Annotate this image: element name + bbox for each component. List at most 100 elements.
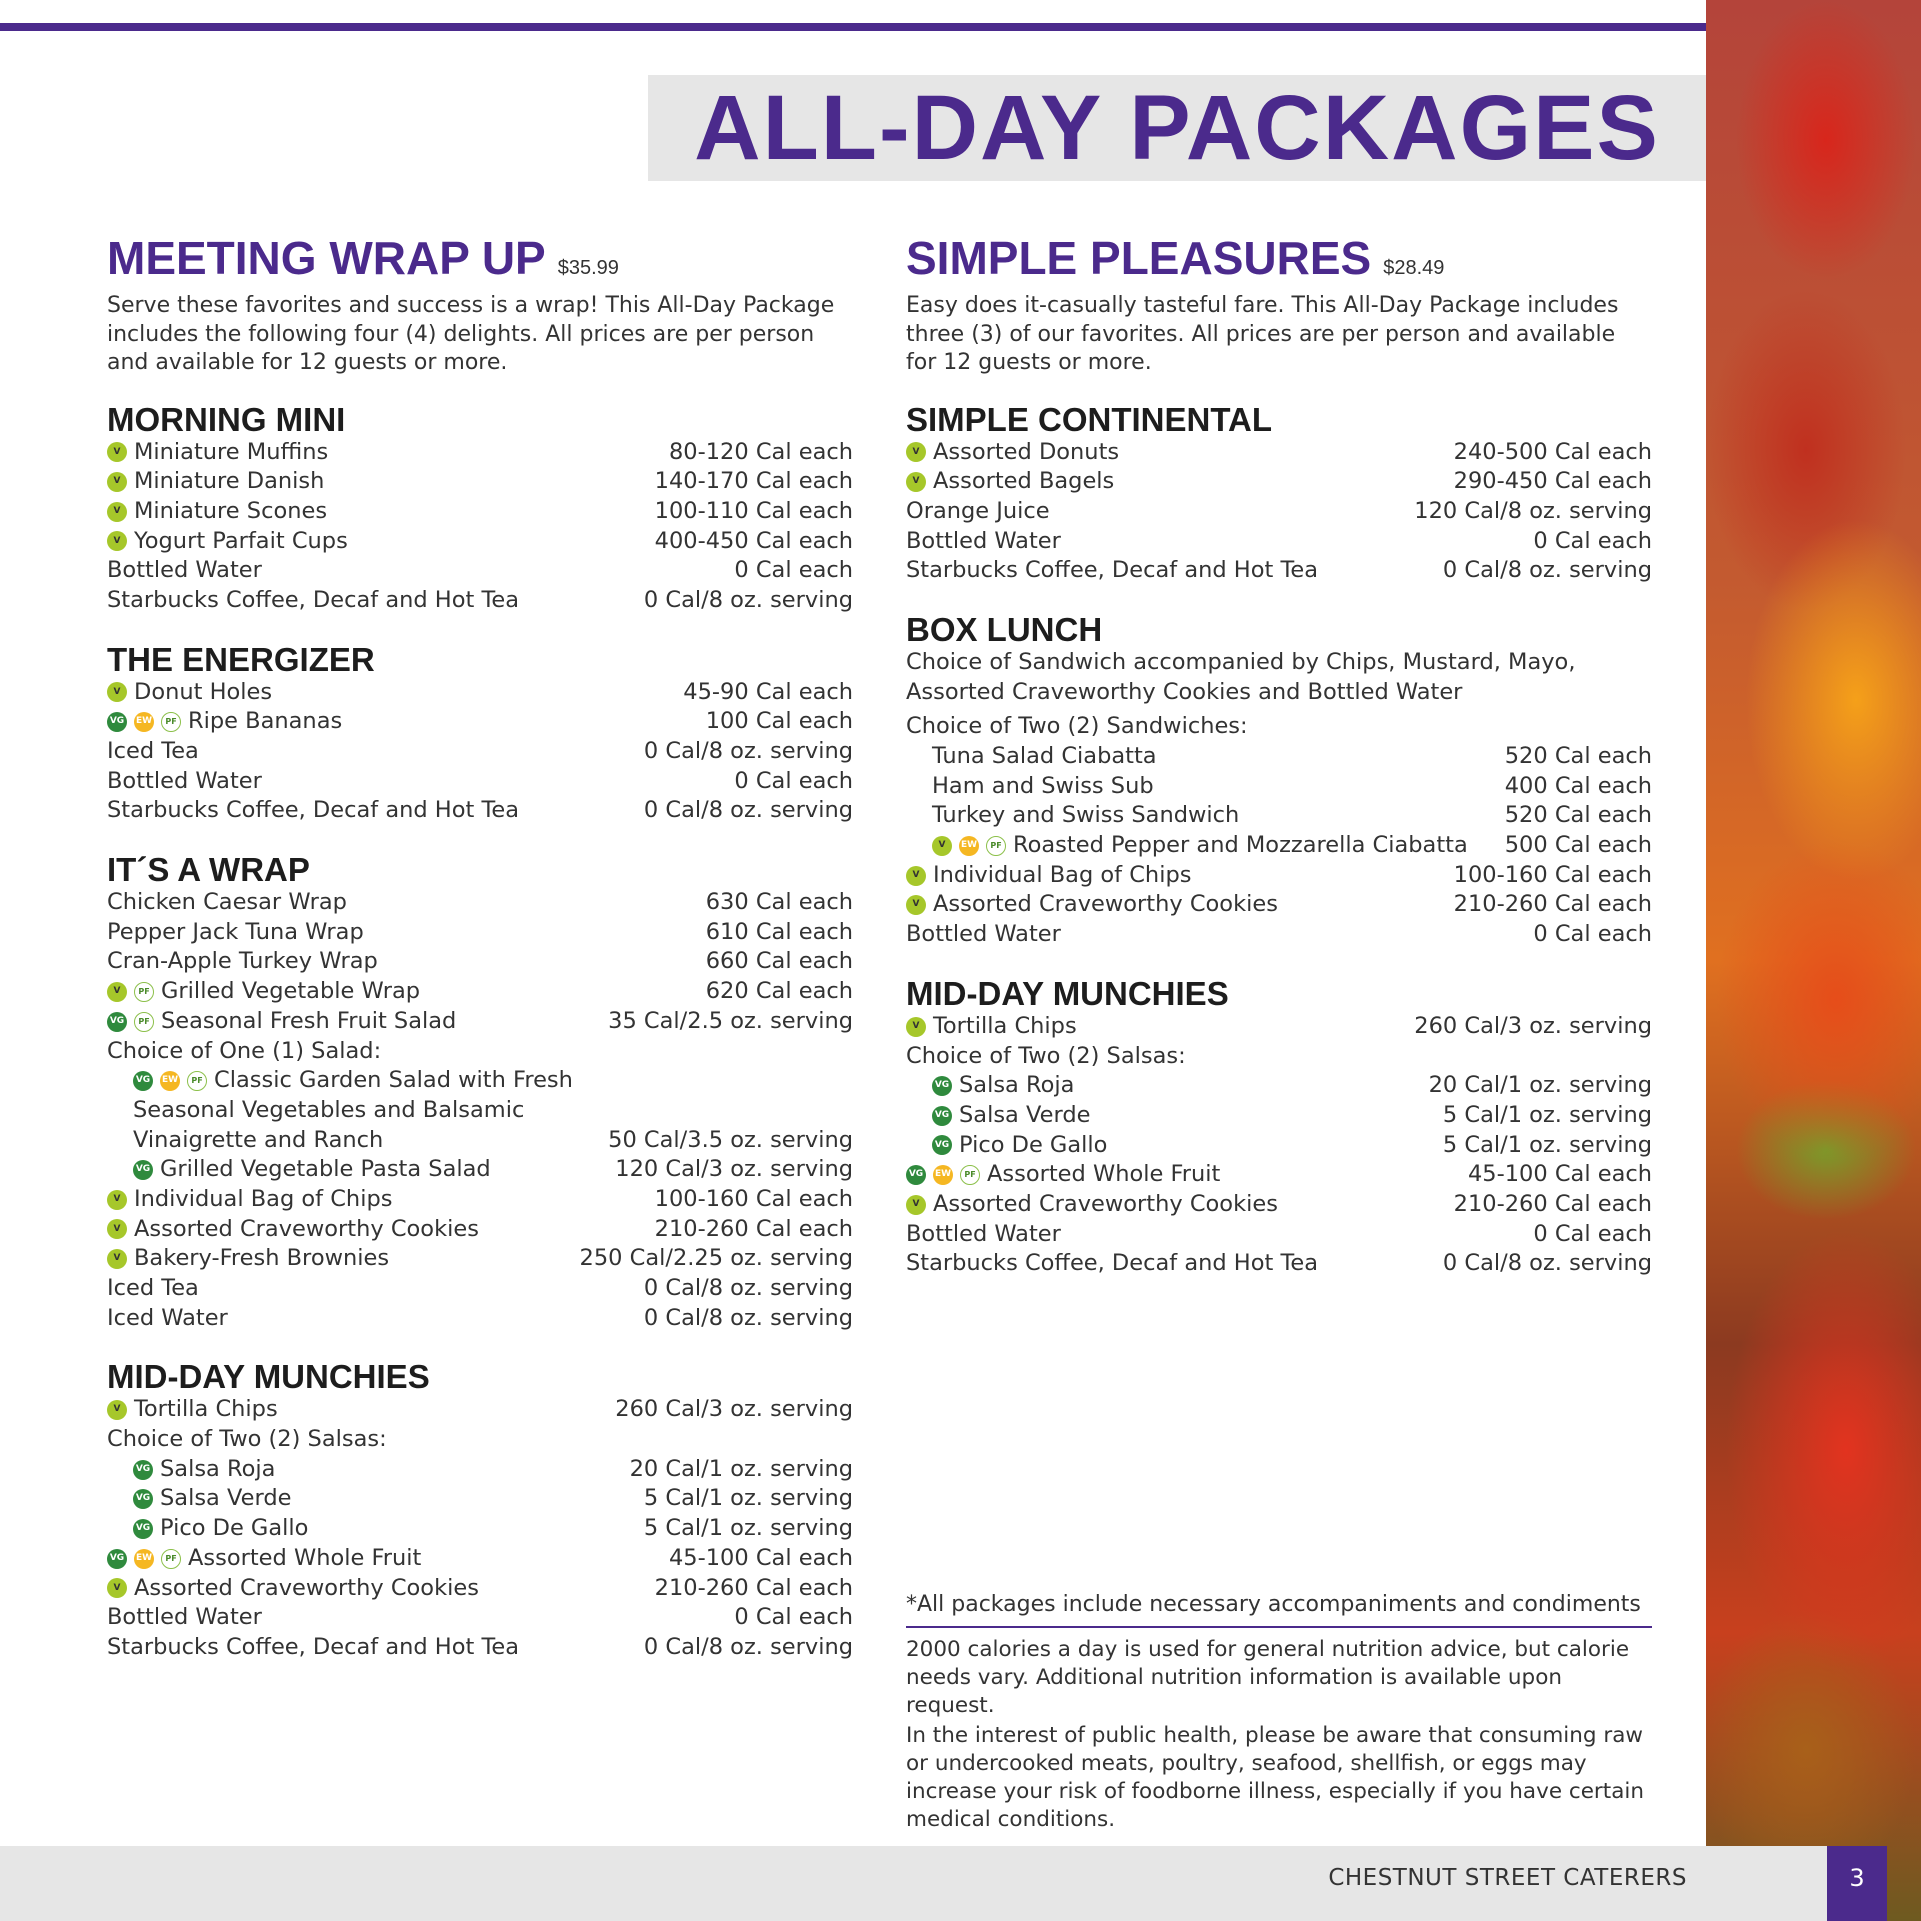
plant-forward-icon: PF <box>161 1548 181 1569</box>
menu-item: VG EW PF Ripe Bananas 100 Cal each <box>107 707 853 737</box>
plant-forward-icon: PF <box>986 835 1006 856</box>
menu-item-calories: 660 Cal each <box>705 948 853 975</box>
vegan-icon: VG <box>133 1489 153 1510</box>
menu-item-name: Assorted Bagels <box>933 468 1115 495</box>
plant-forward-icon: PF <box>134 1011 154 1032</box>
menu-item: VG PF Seasonal Fresh Fruit Salad 35 Cal/2.5… <box>107 1007 853 1037</box>
menu-item-name: Individual Bag of Chips <box>134 1185 393 1212</box>
menu-item-calories: 80-120 Cal each <box>668 438 853 465</box>
package-price: $28.49 <box>1383 257 1445 279</box>
menu-item-name: Individual Bag of Chips <box>933 861 1192 888</box>
menu-item-name-wrap: Iced Tea <box>107 1274 644 1304</box>
menu-item-calories: 260 Cal/3 oz. serving <box>1414 1012 1652 1039</box>
menu-item-calories: 50 Cal/3.5 oz. serving <box>608 1126 853 1153</box>
menu-item-name: Cran-Apple Turkey Wrap <box>107 948 378 975</box>
vegetarian-icon: V <box>107 501 127 522</box>
section-heading: MID-DAY MUNCHIES <box>107 1358 430 1396</box>
menu-item-name-wrap: Choice of One (1) Salad: <box>107 1037 853 1067</box>
menu-item-name: Seasonal Vegetables and Balsamic <box>133 1096 525 1123</box>
menu-item-calories: 100-160 Cal each <box>1453 861 1652 888</box>
menu-item-calories: 0 Cal/8 oz. serving <box>643 586 853 613</box>
menu-item-name: Seasonal Fresh Fruit Salad <box>161 1007 457 1034</box>
menu-item-name: Bottled Water <box>906 1220 1061 1247</box>
menu-item-calories: 5 Cal/1 oz. serving <box>1442 1101 1652 1128</box>
vegetarian-icon: V <box>107 442 127 463</box>
menu-item-name: Bottled Water <box>906 921 1061 948</box>
menu-item-name-wrap: Chicken Caesar Wrap <box>107 888 706 918</box>
menu-item: V Assorted Bagels 290-450 Cal each <box>906 467 1652 497</box>
section-heading: MID-DAY MUNCHIES <box>906 974 1229 1012</box>
vegetarian-icon: V <box>107 682 127 703</box>
menu-item: Choice of Two (2) Sandwiches: <box>906 712 1652 742</box>
menu-item-name: Miniature Muffins <box>134 438 329 465</box>
menu-item: Seasonal Vegetables and Balsamic <box>107 1096 853 1126</box>
menu-item: V Assorted Craveworthy Cookies 210-260 Cal… <box>107 1215 853 1245</box>
menu-item: VG Salsa Verde 5 Cal/1 oz. serving <box>107 1484 853 1514</box>
menu-item-calories: 0 Cal/8 oz. serving <box>643 738 853 764</box>
menu-item-name-wrap: Iced Water <box>107 1304 644 1334</box>
section-heading: THE ENERGIZER <box>107 640 375 678</box>
vegetarian-icon: V <box>107 531 127 552</box>
menu-item-name-wrap: V Bakery-Fresh Brownies <box>107 1244 580 1274</box>
menu-item-calories: 100 Cal each <box>705 708 853 735</box>
page-number: 3 <box>1827 1846 1887 1921</box>
package-column-simple-pleasures: SIMPLE PLEASURES $28.49 Easy does it-casua… <box>906 228 1652 1279</box>
package-description: Easy does it-casually tasteful fare. Thi… <box>906 293 1619 375</box>
menu-item-name-wrap: V Donut Holes <box>107 678 683 708</box>
menu-item: Bottled Water 0 Cal each <box>107 556 853 586</box>
menu-item-name: Salsa Verde <box>160 1485 292 1512</box>
menu-item: Choice of One (1) Salad: <box>107 1037 853 1067</box>
menu-item-name-wrap: Choice of Two (2) Salsas: <box>107 1425 853 1455</box>
menu-item-name: Salsa Roja <box>959 1072 1075 1099</box>
menu-item: Starbucks Coffee, Decaf and Hot Tea 0 Cal… <box>107 796 853 826</box>
condiments-note: *All packages include necessary accompan… <box>906 1592 1641 1617</box>
menu-item-name-wrap: V Yogurt Parfait Cups <box>107 527 655 557</box>
menu-item-name: Classic Garden Salad with Fresh <box>214 1067 573 1094</box>
section-heading: SIMPLE CONTINENTAL <box>906 400 1273 438</box>
menu-item-name: Choice of One (1) Salad: <box>107 1037 382 1064</box>
menu-item-name-wrap: V Assorted Craveworthy Cookies <box>906 890 1454 920</box>
vegan-icon: VG <box>932 1076 952 1097</box>
menu-item-name: Vinaigrette and Ranch <box>133 1126 384 1153</box>
menu-item-name-wrap: Starbucks Coffee, Decaf and Hot Tea <box>107 1633 644 1663</box>
menu-item-name-wrap: Bottled Water <box>906 527 1533 557</box>
menu-item-name: Assorted Whole Fruit <box>188 1544 422 1571</box>
section-description: Choice of Sandwich accompanied by Chips,… <box>906 648 1576 705</box>
menu-item-name: Choice of Two (2) Sandwiches: <box>906 713 1248 740</box>
vegan-icon: VG <box>932 1135 952 1156</box>
menu-item-name-wrap: VG EW PF Assorted Whole Fruit <box>906 1160 1468 1190</box>
menu-item-calories: 0 Cal each <box>734 1604 853 1631</box>
menu-item: Chicken Caesar Wrap 630 Cal each <box>107 888 853 918</box>
menu-item-name: Ham and Swiss Sub <box>932 772 1154 799</box>
menu-item-name-wrap: V Assorted Craveworthy Cookies <box>107 1574 655 1604</box>
menu-item-name: Choice of Two (2) Salsas: <box>906 1042 1186 1069</box>
menu-item-name: Bottled Water <box>906 527 1061 554</box>
menu-item-name: Iced Tea <box>107 1275 199 1301</box>
menu-item: Bottled Water 0 Cal each <box>906 527 1652 557</box>
vegetarian-icon: V <box>107 1249 127 1270</box>
menu-item: Pepper Jack Tuna Wrap 610 Cal each <box>107 918 853 948</box>
menu-item: VG EW PF Assorted Whole Fruit 45-100 Cal eac… <box>906 1160 1652 1190</box>
eat-well-icon: EW <box>134 712 154 733</box>
menu-item-name-wrap: Bottled Water <box>906 1220 1533 1250</box>
vegetarian-icon: V <box>107 472 127 493</box>
menu-item-name: Starbucks Coffee, Decaf and Hot Tea <box>107 586 520 613</box>
vegan-icon: VG <box>107 1548 127 1569</box>
menu-item-name-wrap: VG EW PF Ripe Bananas <box>107 707 706 737</box>
menu-item: VG Pico De Gallo 5 Cal/1 oz. serving <box>906 1131 1652 1161</box>
package-name: SIMPLE PLEASURES <box>906 232 1372 284</box>
menu-item-name: Ripe Bananas <box>188 708 343 735</box>
menu-item-calories: 0 Cal each <box>1533 921 1652 948</box>
menu-item: VG EW PF Assorted Whole Fruit 45-100 Cal eac… <box>107 1544 853 1574</box>
menu-item-name-wrap: V Miniature Muffins <box>107 438 669 468</box>
vegetarian-icon: V <box>906 865 926 886</box>
menu-item: Bottled Water 0 Cal each <box>906 920 1652 950</box>
menu-item-name: Iced Water <box>107 1304 228 1331</box>
vegetarian-icon: V <box>906 442 926 463</box>
menu-item-calories: 120 Cal/8 oz. serving <box>1414 497 1652 524</box>
menu-item: V Assorted Craveworthy Cookies 210-260 Cal… <box>906 890 1652 920</box>
package-title: SIMPLE PLEASURES $28.49 <box>906 228 1652 288</box>
menu-item-name-wrap: VG Salsa Roja <box>906 1071 1429 1101</box>
menu-item-calories: 35 Cal/2.5 oz. serving <box>608 1007 853 1034</box>
menu-item: Iced Tea 0 Cal/8 oz. serving <box>107 1274 853 1304</box>
